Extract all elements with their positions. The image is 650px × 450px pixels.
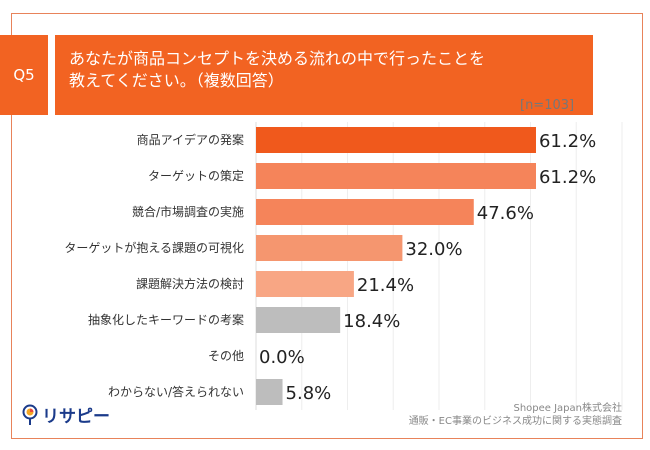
value-label: 47.6%: [477, 203, 534, 224]
bar: [256, 379, 283, 405]
question-number: Q5: [0, 35, 48, 115]
logo: リサピー: [22, 402, 110, 427]
source: Shopee Japan株式会社通販・EC事業のビジネス成功に関する実態調査: [409, 402, 622, 428]
category-label: ターゲットが抱える課題の可視化: [64, 240, 244, 255]
category-label: その他: [208, 349, 244, 363]
logo-text: リサピー: [42, 407, 110, 427]
source-survey: 通販・EC事業のビジネス成功に関する実態調査: [408, 416, 622, 427]
pin-icon: [22, 404, 38, 425]
category-label: 商品アイデアの発案: [137, 132, 244, 147]
bar: [256, 199, 474, 225]
value-label: 18.4%: [343, 311, 400, 332]
value-label: 61.2%: [539, 167, 596, 188]
bar: [256, 235, 403, 261]
value-label: 5.8%: [286, 383, 332, 404]
frame: [11, 13, 643, 439]
question-title: あなたが商品コンセプトを決める流れの中で行ったことを 教えてください。（複数回答）: [55, 35, 593, 115]
title-line-2: 教えてください。（複数回答）: [69, 71, 284, 90]
value-label: 21.4%: [357, 275, 414, 296]
bar: [256, 271, 354, 297]
sample-size: [n=103]: [520, 98, 575, 113]
bar: [256, 307, 341, 333]
category-label: 抽象化したキーワードの考案: [88, 312, 244, 327]
category-label: 課題解決方法の検討: [136, 276, 244, 291]
bar: [256, 163, 536, 189]
category-label: わからない/答えられない: [108, 384, 244, 399]
value-label: 0.0%: [259, 347, 305, 368]
value-label: 61.2%: [539, 131, 596, 152]
category-label: ターゲットの策定: [148, 168, 244, 183]
category-label: 競合/市場調査の実施: [132, 204, 244, 219]
value-label: 32.0%: [405, 239, 462, 260]
source-company: Shopee Japan株式会社: [513, 403, 622, 414]
bar: [256, 127, 536, 153]
title-line-1: あなたが商品コンセプトを決める流れの中で行ったことを: [69, 49, 486, 68]
